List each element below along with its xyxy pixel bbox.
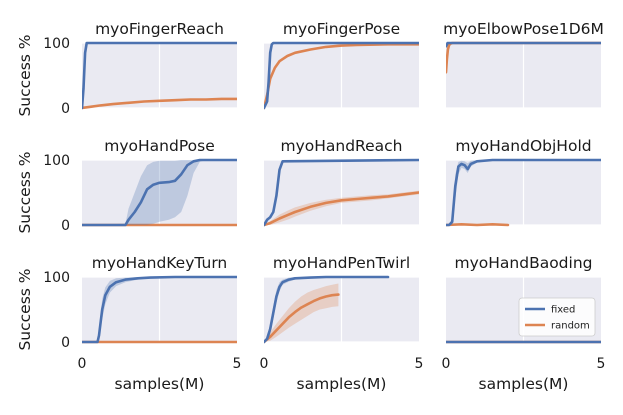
series-group <box>82 41 237 110</box>
panel-title: myoHandReach <box>280 137 402 155</box>
band-fixed <box>446 160 601 225</box>
x-tick-label: 0 <box>442 356 451 372</box>
x-axis-label: samples(M) <box>479 375 569 393</box>
y-axis-label: Success % <box>16 34 34 116</box>
x-tick-label: 0 <box>260 356 269 372</box>
series-group <box>264 275 390 344</box>
panel-myohandkeyturn: myoHandKeyTurn 0 100 Success % 0 5 samples(M) <box>16 254 241 393</box>
series-fixed <box>82 41 237 110</box>
panel-myohandpentwirl: myoHandPenTwirl 0 5 samples(M) <box>260 254 424 393</box>
x-tick-label: 5 <box>415 356 424 372</box>
y-tick-label: 0 <box>61 335 70 351</box>
y-tick-label: 100 <box>43 36 70 52</box>
panel-myoelbowpose1d6m: myoElbowPose1D6M <box>443 20 604 109</box>
legend: fixed random <box>518 297 596 337</box>
series-random <box>82 97 237 110</box>
panel-title: myoHandPenTwirl <box>273 254 410 272</box>
legend-label-fixed: fixed <box>551 305 575 316</box>
series-fixed <box>264 41 419 110</box>
series-group <box>82 275 237 344</box>
panel-myofingerpose: myoFingerPose <box>264 20 419 110</box>
series-group <box>264 41 419 110</box>
legend-label-random: random <box>551 321 590 332</box>
panel-grid: myoFingerReach 0 100 Success % myoFingerPose… <box>16 20 605 393</box>
panel-title: myoFingerReach <box>95 20 224 38</box>
y-axis-label: Success % <box>16 151 34 233</box>
series-random <box>264 43 419 110</box>
panel-title: myoFingerPose <box>283 20 400 38</box>
panel-myohandbaoding: myoHandBaoding 0 5 samples(M) fixed random <box>442 254 606 393</box>
legend-box <box>518 297 596 337</box>
panel-myofingerreach: myoFingerReach 0 100 Success % <box>16 20 237 117</box>
band-fixed <box>82 160 237 225</box>
panel-title: myoHandObjHold <box>455 137 591 155</box>
panel-title: myoHandPose <box>104 137 214 155</box>
panel-title: myoHandKeyTurn <box>92 254 228 272</box>
panel-title: myoElbowPose1D6M <box>443 20 604 38</box>
band-random <box>264 190 419 225</box>
y-tick-label: 0 <box>61 218 70 234</box>
panel-myohandobjhold: myoHandObjHold <box>446 137 601 227</box>
y-axis-label: Success % <box>16 268 34 350</box>
panel-title: myoHandBaoding <box>455 254 593 272</box>
series-random <box>264 293 340 344</box>
panel-myohandpose: myoHandPose 0 100 Success % <box>16 137 237 234</box>
series-random <box>264 191 419 227</box>
x-tick-label: 0 <box>78 356 87 372</box>
series-random <box>446 223 510 227</box>
series-group <box>446 41 601 74</box>
y-tick-label: 0 <box>61 101 70 117</box>
x-tick-label: 5 <box>233 356 242 372</box>
series-fixed <box>446 158 601 227</box>
series-group <box>446 158 601 227</box>
series-fixed <box>82 275 237 344</box>
panel-myohandreach: myoHandReach <box>264 137 419 227</box>
series-fixed <box>82 158 237 227</box>
series-fixed <box>446 41 601 48</box>
y-tick-label: 100 <box>43 270 70 286</box>
x-axis-label: samples(M) <box>115 375 205 393</box>
series-group <box>264 158 419 227</box>
series-fixed <box>264 158 419 227</box>
series-group <box>82 158 237 227</box>
x-axis-label: samples(M) <box>297 375 387 393</box>
series-fixed <box>264 275 390 344</box>
y-tick-label: 100 <box>43 153 70 169</box>
x-tick-label: 5 <box>597 356 606 372</box>
